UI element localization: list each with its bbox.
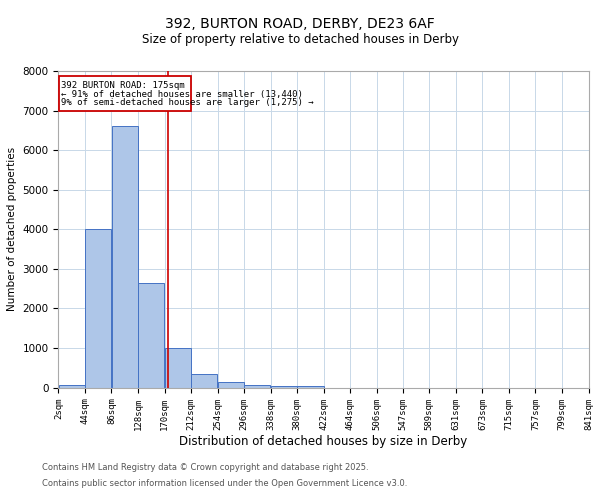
Bar <box>138 282 164 388</box>
Bar <box>218 382 244 388</box>
Bar <box>59 384 85 388</box>
Bar <box>191 374 217 388</box>
X-axis label: Distribution of detached houses by size in Derby: Distribution of detached houses by size … <box>179 435 467 448</box>
Y-axis label: Number of detached properties: Number of detached properties <box>7 147 17 312</box>
Bar <box>298 386 323 388</box>
Text: 392 BURTON ROAD: 175sqm: 392 BURTON ROAD: 175sqm <box>61 81 185 90</box>
Bar <box>271 386 297 388</box>
Bar <box>244 384 271 388</box>
Text: 392, BURTON ROAD, DERBY, DE23 6AF: 392, BURTON ROAD, DERBY, DE23 6AF <box>165 18 435 32</box>
Bar <box>112 126 138 388</box>
Text: Size of property relative to detached houses in Derby: Size of property relative to detached ho… <box>142 32 458 46</box>
Text: ← 91% of detached houses are smaller (13,440): ← 91% of detached houses are smaller (13… <box>61 90 303 98</box>
FancyBboxPatch shape <box>59 76 191 112</box>
Text: Contains public sector information licensed under the Open Government Licence v3: Contains public sector information licen… <box>42 478 407 488</box>
Bar <box>85 229 111 388</box>
Text: Contains HM Land Registry data © Crown copyright and database right 2025.: Contains HM Land Registry data © Crown c… <box>42 464 368 472</box>
Text: 9% of semi-detached houses are larger (1,275) →: 9% of semi-detached houses are larger (1… <box>61 98 314 107</box>
Bar <box>165 348 191 388</box>
